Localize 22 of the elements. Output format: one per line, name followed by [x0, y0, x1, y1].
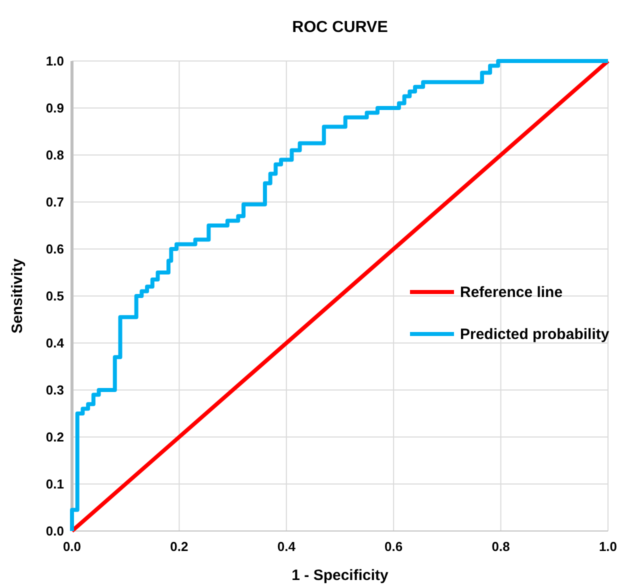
y-tick-label: 0.2 [46, 430, 64, 444]
y-tick-label: 0.0 [46, 524, 64, 538]
x-tick-label: 1.0 [598, 539, 618, 554]
legend-label: Reference line [460, 284, 563, 301]
x-tick-label: 0.8 [492, 539, 510, 554]
legend-label: Predicted probability [460, 326, 610, 343]
y-tick-label: 0.9 [46, 100, 64, 116]
y-tick-label: 0.1 [46, 476, 64, 492]
y-axis-title: Sensitivity [9, 258, 26, 334]
x-tick-label: 0.2 [170, 539, 188, 554]
y-tick-label: 0.7 [46, 194, 64, 210]
x-axis-title: 1 - Specificity [292, 567, 390, 584]
chart-title: ROC CURVE [292, 19, 388, 36]
y-tick-label: 0.6 [46, 242, 64, 256]
y-tick-label: 0.5 [46, 288, 64, 304]
y-tick-label: 0.4 [46, 336, 65, 350]
x-tick-label: 0.0 [62, 539, 82, 554]
y-tick-label: 0.3 [46, 382, 64, 398]
y-tick-label: 0.8 [46, 148, 64, 162]
y-tick-label: 1.0 [46, 54, 64, 68]
x-tick-label: 0.4 [277, 539, 296, 554]
x-tick-label: 0.6 [384, 539, 403, 554]
